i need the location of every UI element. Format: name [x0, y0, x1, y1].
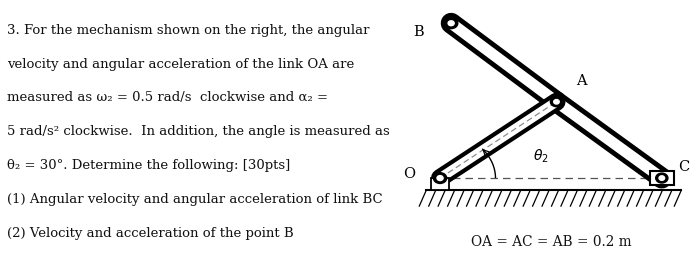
Text: (2) Velocity and acceleration of the point B: (2) Velocity and acceleration of the poi… [8, 227, 294, 239]
Text: measured as ω₂ = 0.5 rad/s  clockwise and α₂ =: measured as ω₂ = 0.5 rad/s clockwise and… [8, 91, 328, 104]
Text: (1) Angular velocity and angular acceleration of link BC: (1) Angular velocity and angular acceler… [8, 193, 383, 206]
Circle shape [437, 176, 443, 181]
Text: 5 rad/s² clockwise.  In addition, the angle is measured as: 5 rad/s² clockwise. In addition, the ang… [8, 125, 390, 138]
Text: B: B [413, 26, 423, 40]
Circle shape [554, 100, 559, 104]
Circle shape [656, 173, 668, 183]
Circle shape [659, 176, 665, 180]
Text: 3. For the mechanism shown on the right, the angular: 3. For the mechanism shown on the right,… [8, 24, 370, 37]
Text: θ₂ = 30°. Determine the following: [30pts]: θ₂ = 30°. Determine the following: [30pt… [8, 159, 290, 172]
Bar [650, 171, 674, 185]
Text: O: O [403, 167, 415, 181]
Circle shape [448, 21, 454, 26]
Text: velocity and angular acceleration of the link OA are: velocity and angular acceleration of the… [8, 58, 355, 70]
Text: A: A [576, 74, 586, 88]
Text: C: C [678, 160, 690, 174]
Text: OA = AC = AB = 0.2 m: OA = AC = AB = 0.2 m [471, 235, 631, 249]
Circle shape [433, 173, 447, 183]
Circle shape [444, 18, 458, 29]
Text: $\theta_2$: $\theta_2$ [533, 148, 548, 165]
Circle shape [550, 97, 563, 107]
Bar [431, 178, 449, 190]
